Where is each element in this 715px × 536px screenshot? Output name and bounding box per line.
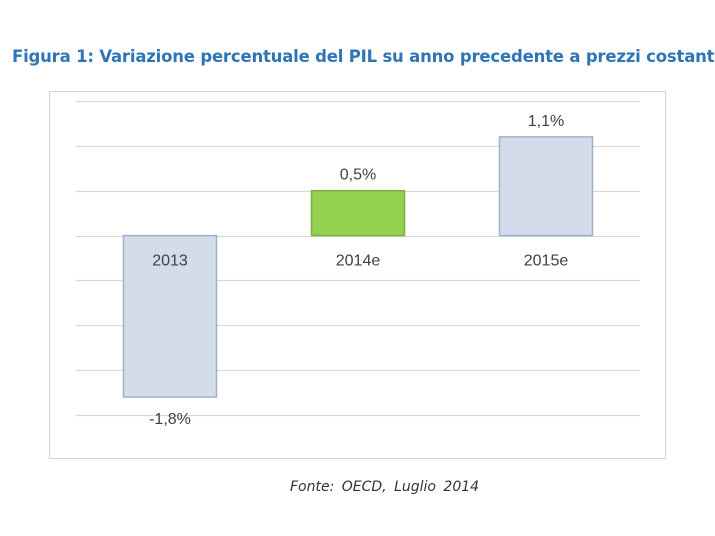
bar-2013: [122, 234, 218, 398]
labels: -1,8% 2013 0,5% 2014e 1,1% 2015e: [149, 113, 568, 428]
value-label-2014e: 0,5%: [340, 167, 376, 184]
figure-title: Figura 1: Variazione percentuale del PIL…: [12, 47, 715, 66]
value-label-2015e: 1,1%: [528, 113, 564, 130]
bar-2014e: [310, 189, 406, 237]
category-label-2015e: 2015e: [524, 253, 569, 270]
bars: [122, 136, 594, 398]
value-label-2013: -1,8%: [149, 411, 191, 428]
category-label-2013: 2013: [152, 253, 188, 270]
bar-chart: -1,8% 2013 0,5% 2014e 1,1% 2015e: [76, 100, 640, 428]
bar-2015e: [498, 136, 594, 237]
category-label-2014e: 2014e: [336, 253, 381, 270]
source-note: Fonte: OECD, Luglio 2014: [290, 479, 480, 495]
